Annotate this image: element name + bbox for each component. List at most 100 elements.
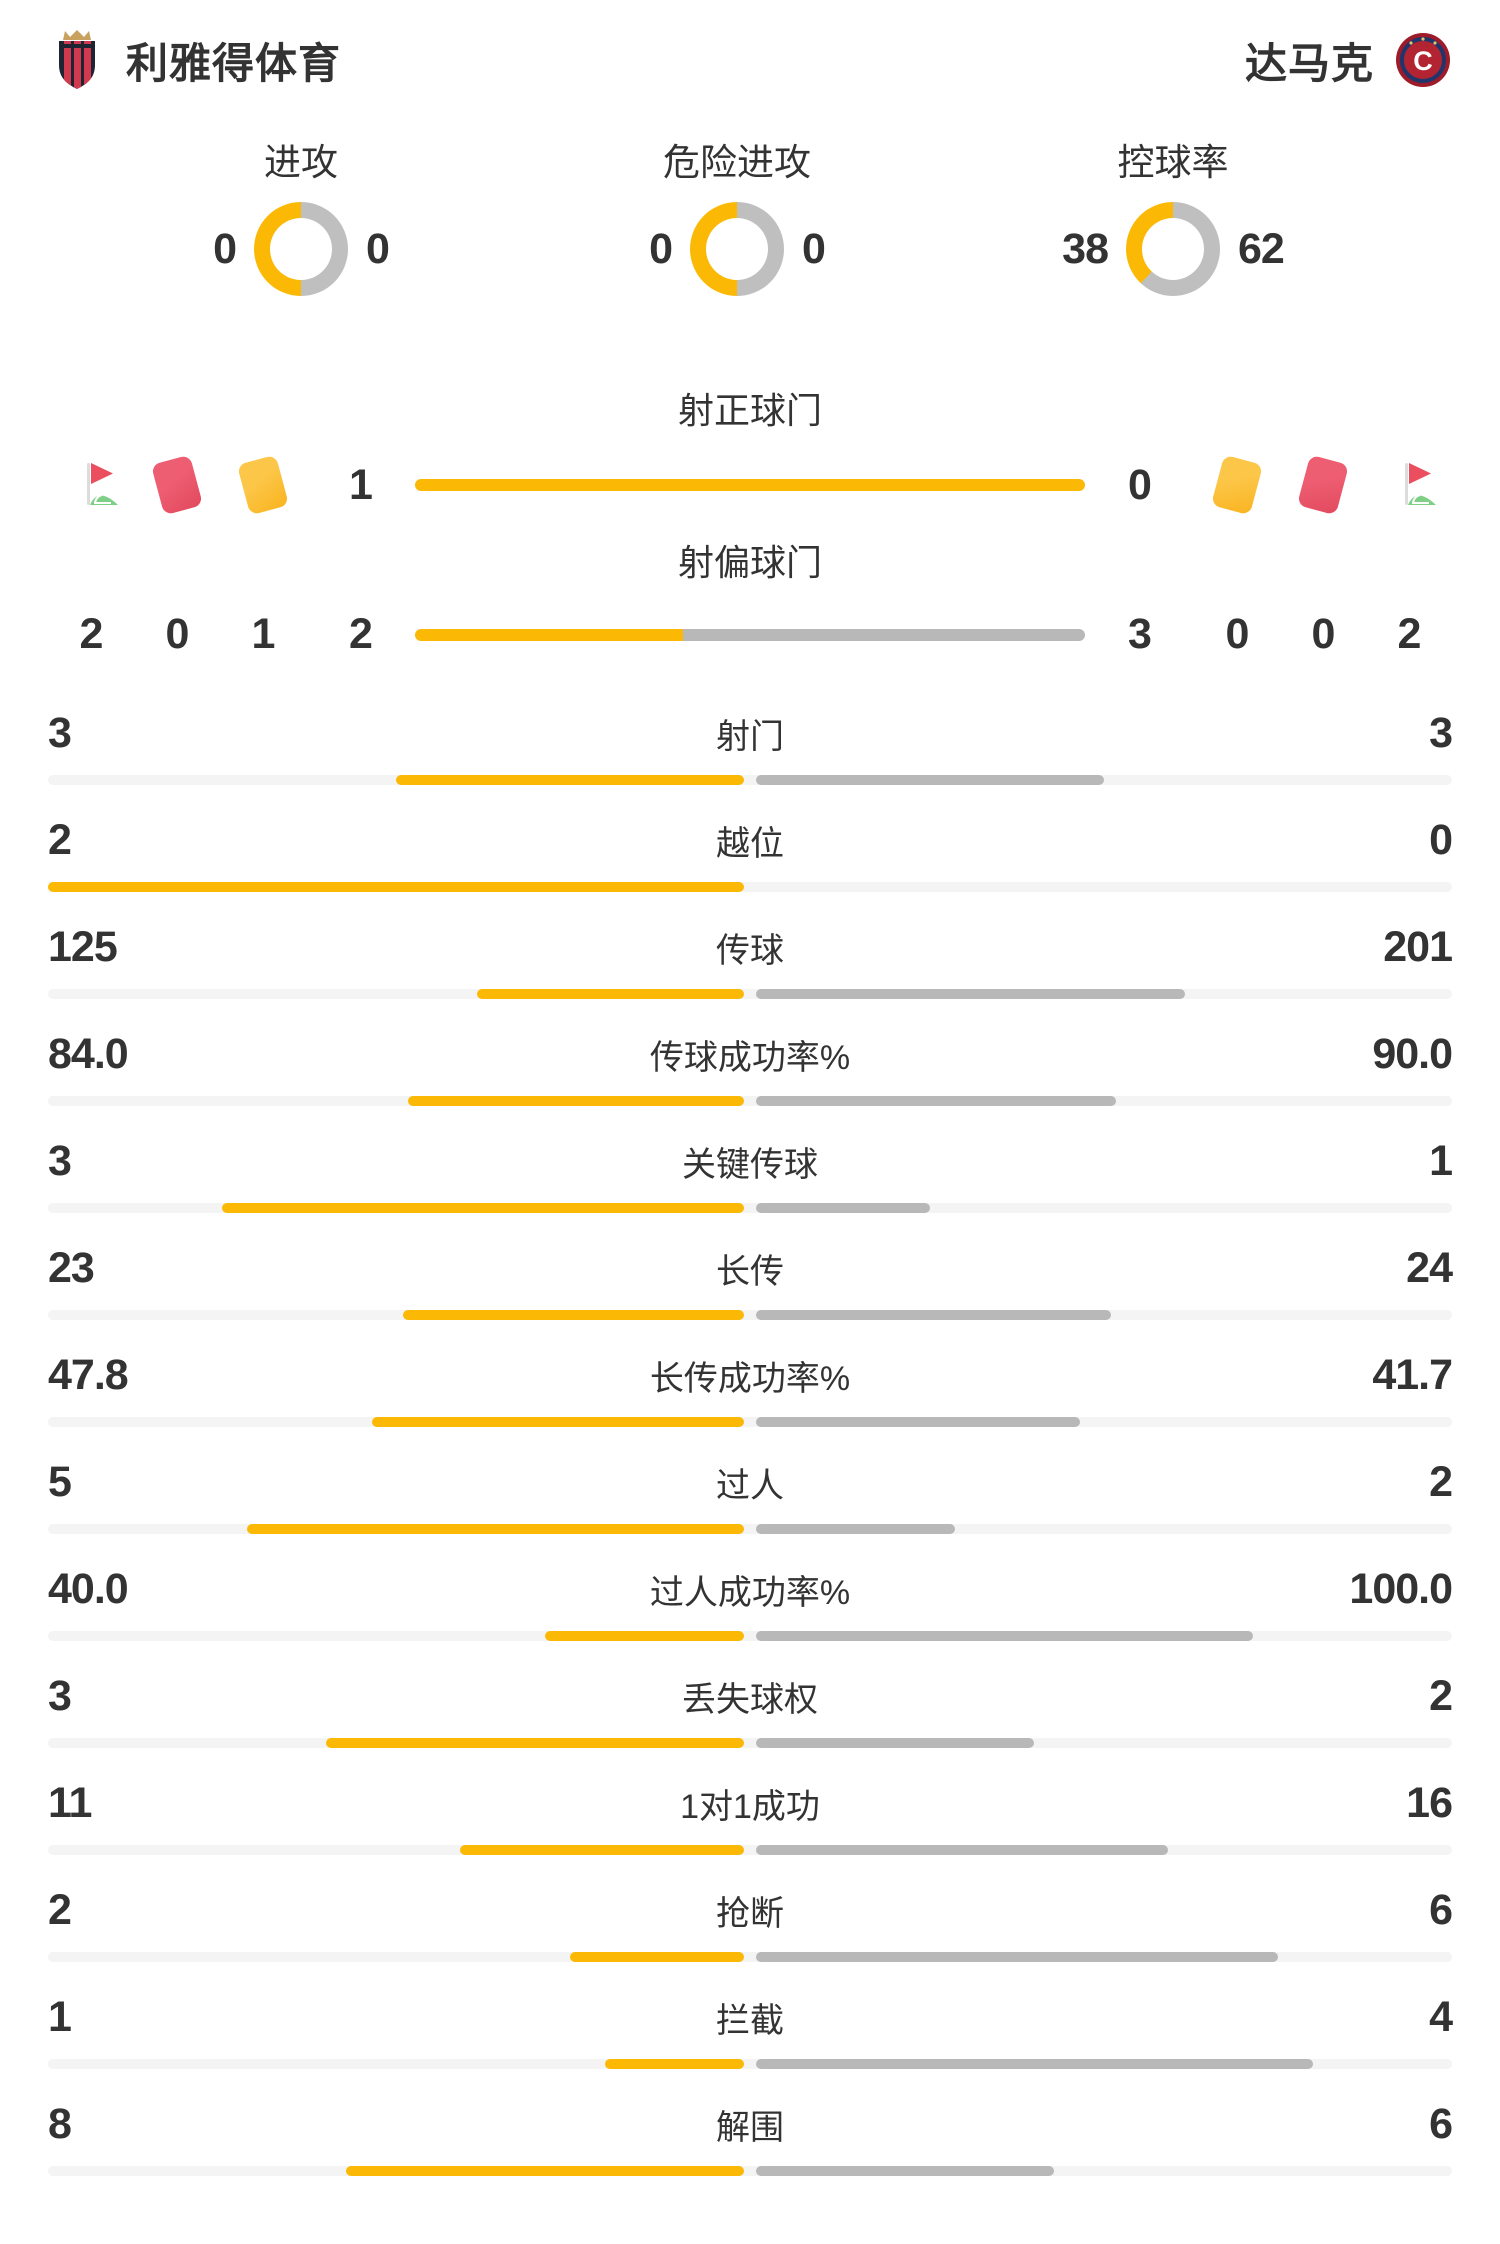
home-yellow-cards-count: 1 (251, 610, 276, 658)
shots-on-target-away-value: 0 (1128, 460, 1152, 509)
stat-bar (48, 989, 1452, 999)
stat-home-value: 2 (48, 816, 72, 864)
stat-home-value: 11 (48, 1779, 92, 1827)
home-team[interactable]: 利雅得体育 (48, 29, 341, 91)
stat-row: 2 抢断 6 (48, 1886, 1453, 1993)
stat-away-value: 6 (1429, 2100, 1453, 2148)
stat-row: 3 射门 3 (48, 709, 1453, 816)
away-team-name: 达马克 (1244, 39, 1374, 87)
stat-bar (48, 882, 1452, 892)
stat-away-value: 24 (1406, 1244, 1453, 1292)
stat-bar (48, 1952, 1452, 1962)
stat-bar (48, 1310, 1452, 1320)
shots-on-target-home-value: 1 (349, 460, 373, 509)
stat-bar (48, 1203, 1452, 1213)
shots-off-target-bar (415, 628, 1085, 641)
stat-row: 125 传球 201 (48, 923, 1453, 1030)
donut-dangerous-attacks: 危险进攻 0 0 (626, 132, 848, 296)
stat-bar (48, 1845, 1452, 1855)
stat-row: 2 越位 0 (48, 816, 1453, 923)
stat-away-value: 16 (1406, 1779, 1453, 1827)
stat-row: 84.0 传球成功率% 90.0 (48, 1030, 1453, 1137)
stat-label: 越位 (716, 825, 784, 863)
stat-row: 1 拦截 4 (48, 1993, 1453, 2100)
donut-dangerous-attacks-label: 危险进攻 (663, 142, 811, 183)
stat-away-value: 1 (1429, 1137, 1453, 1185)
stat-bar (48, 775, 1452, 785)
stat-label: 过人成功率% (649, 1574, 851, 1612)
stat-away-value: 3 (1429, 709, 1453, 757)
donut-attacks-home-value: 0 (213, 224, 237, 273)
away-red-card-icon (1280, 454, 1366, 516)
donut-possession-label: 控球率 (1117, 142, 1229, 183)
stat-label: 关键传球 (682, 1146, 818, 1184)
stat-home-value: 125 (48, 923, 118, 971)
stat-label: 过人 (716, 1467, 784, 1505)
stat-away-value: 6 (1429, 1886, 1453, 1934)
away-yellow-card-icon (1194, 454, 1280, 516)
donut-possession-away-value: 62 (1238, 224, 1285, 273)
stat-list: 3 射门 3 2 越位 0 125 传球 201 84.0 传球成功率% (48, 709, 1453, 2207)
home-team-logo-icon (59, 30, 95, 89)
match-header: 利雅得体育 达马克 C (48, 30, 1452, 90)
stat-away-value: 201 (1383, 923, 1453, 971)
stat-label: 丢失球权 (682, 1681, 818, 1719)
stat-label: 解围 (716, 2109, 784, 2147)
away-team[interactable]: 达马克 C (1245, 29, 1452, 91)
stat-row: 11 1对1成功 16 (48, 1779, 1453, 1886)
donut-possession: 控球率 38 62 (1062, 132, 1285, 296)
svg-text:C: C (1413, 46, 1433, 76)
stat-away-value: 90.0 (1372, 1030, 1453, 1078)
stat-label: 抢断 (716, 1895, 784, 1933)
shots-off-target-away-value: 3 (1128, 610, 1152, 658)
stat-label: 长传成功率% (649, 1360, 851, 1398)
stat-row: 8 解围 6 (48, 2100, 1453, 2207)
stat-home-value: 1 (48, 1993, 72, 2041)
stat-away-value: 2 (1429, 1672, 1453, 1720)
home-team-name: 利雅得体育 (126, 39, 342, 87)
away-yellow-cards-count: 0 (1225, 610, 1250, 658)
donut-attacks: 进攻 0 0 (190, 132, 412, 296)
stat-label: 1对1成功 (680, 1788, 820, 1826)
attacks-donut-chart (254, 202, 348, 296)
stat-away-value: 0 (1429, 816, 1453, 864)
donut-section: 进攻 0 0 危险进攻 0 0 控球率 38 62 (48, 132, 1452, 296)
stat-home-value: 8 (48, 2100, 72, 2148)
stat-home-value: 23 (48, 1244, 95, 1292)
stat-away-value: 100.0 (1349, 1565, 1453, 1613)
stat-home-value: 5 (48, 1458, 72, 1506)
stat-row: 47.8 长传成功率% 41.7 (48, 1351, 1453, 1458)
shots-on-target-label: 射正球门 (677, 390, 822, 431)
stat-bar (48, 1096, 1452, 1106)
stat-away-value: 4 (1429, 1993, 1453, 2041)
stat-row: 40.0 过人成功率% 100.0 (48, 1565, 1453, 1672)
stat-home-value: 47.8 (48, 1351, 129, 1399)
donut-dangerous-attacks-home-value: 0 (649, 224, 673, 273)
stat-home-value: 2 (48, 1886, 72, 1934)
shots-off-target-row: 2 0 1 2 3 0 0 2 (48, 610, 1452, 659)
stat-label: 长传 (716, 1253, 784, 1291)
away-corners-count: 2 (1397, 610, 1422, 658)
shots-off-target-label: 射偏球门 (677, 542, 822, 583)
donut-attacks-away-value: 0 (366, 224, 390, 273)
donut-possession-home-value: 38 (1062, 224, 1109, 273)
stat-label: 射门 (716, 718, 784, 756)
shots-on-target-row: 1 0 (48, 454, 1452, 516)
stat-home-value: 3 (48, 1672, 72, 1720)
dangerous-attacks-donut-chart (690, 202, 784, 296)
home-yellow-card-icon (220, 454, 306, 516)
stat-row: 3 关键传球 1 (48, 1137, 1453, 1244)
stat-bar (48, 1631, 1452, 1641)
away-corner-flag-icon (1366, 458, 1452, 512)
stat-label: 拦截 (716, 2002, 784, 2040)
stat-home-value: 3 (48, 709, 72, 757)
stat-row: 5 过人 2 (48, 1458, 1453, 1565)
stat-label: 传球成功率% (649, 1039, 851, 1077)
stat-home-value: 3 (48, 1137, 72, 1185)
donut-dangerous-attacks-away-value: 0 (802, 224, 826, 273)
home-red-card-icon (134, 454, 220, 516)
stat-home-value: 40.0 (48, 1565, 129, 1613)
shots-off-target-home-value: 2 (349, 610, 373, 658)
stat-label: 传球 (716, 932, 784, 970)
possession-donut-chart (1126, 202, 1220, 296)
